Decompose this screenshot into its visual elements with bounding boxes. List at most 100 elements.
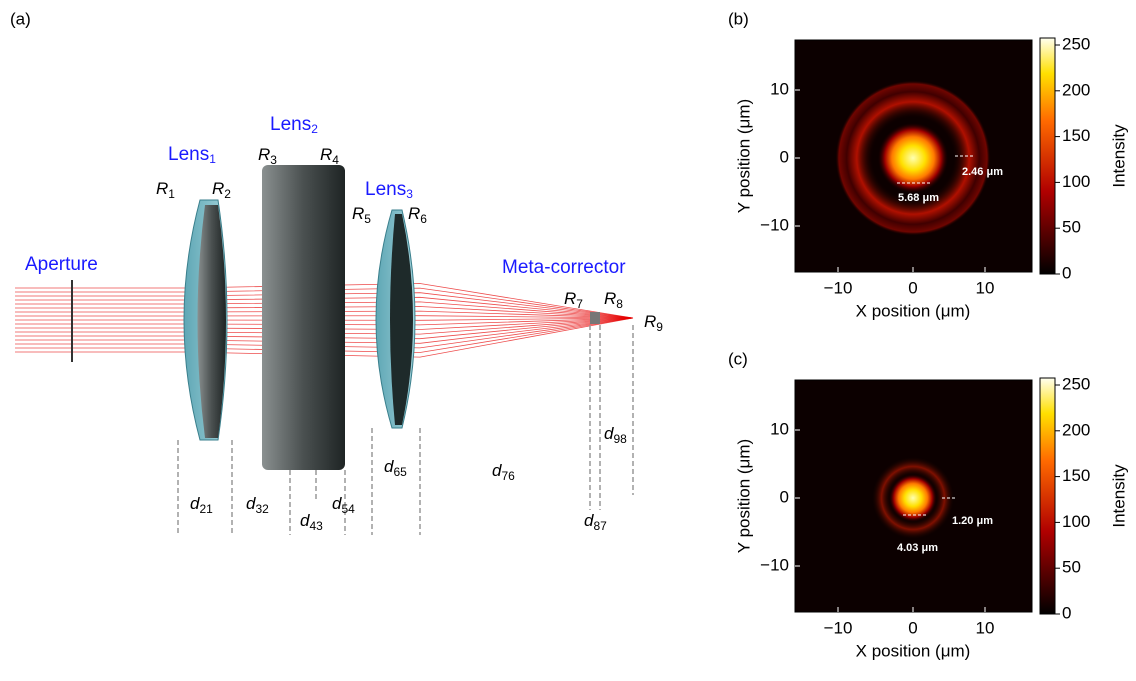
aperture-label: Aperture (25, 254, 98, 275)
symbol-subscript: 3 (270, 153, 277, 167)
symbol-base: R (352, 204, 364, 223)
symbol-label: d87 (584, 511, 607, 533)
symbol-label: Lens1 (168, 144, 216, 166)
colorbar-label: Intensity (1109, 124, 1128, 188)
symbol-subscript: 32 (255, 502, 269, 516)
symbol-base: R (644, 312, 656, 331)
symbol-base: R (156, 179, 168, 198)
symbol-subscript: 65 (393, 465, 407, 479)
meta-corrector (590, 312, 600, 324)
symbol-label: d43 (300, 511, 323, 533)
x-tick-label: 10 (976, 278, 995, 297)
symbol-subscript: 8 (616, 297, 623, 311)
symbol-base: Lens (365, 179, 406, 200)
x-tick-label: −10 (824, 618, 853, 637)
colorbar-tick-label: 250 (1062, 374, 1090, 393)
colorbar-tick-label: 100 (1062, 512, 1090, 531)
y-axis-label: Y position (μm) (734, 439, 753, 553)
symbol-subscript: 21 (199, 502, 213, 516)
x-axis-label: X position (μm) (856, 301, 971, 320)
symbol-base: R (564, 289, 576, 308)
symbol-subscript: 1 (209, 152, 216, 166)
symbol-label: d98 (604, 424, 627, 446)
symbol-base: R (212, 179, 224, 198)
colorbar-tick-label: 50 (1062, 218, 1081, 237)
colorbar-tick-label: 200 (1062, 420, 1090, 439)
y-tick-label: 0 (780, 147, 789, 166)
symbol-subscript: 6 (420, 212, 427, 226)
symbol-subscript: 87 (593, 519, 607, 533)
symbol-base: R (258, 145, 270, 164)
symbol-label: R3 (258, 145, 277, 167)
x-tick-label: 0 (908, 618, 917, 637)
symbol-subscript: 98 (613, 432, 627, 446)
x-axis-label: X position (μm) (856, 641, 971, 660)
symbol-label: R6 (408, 204, 427, 226)
colorbar-tick-label: 250 (1062, 34, 1090, 53)
symbol-label: d32 (246, 494, 269, 516)
symbol-base: R (320, 145, 332, 164)
annotation: 2.46 μm (962, 166, 1003, 178)
panel-label: (c) (728, 349, 748, 368)
colorbar-tick-label: 50 (1062, 558, 1081, 577)
y-tick-label: 10 (770, 419, 789, 438)
y-axis-label: Y position (μm) (734, 99, 753, 213)
symbol-base: Lens (168, 144, 209, 165)
y-tick-label: −10 (760, 215, 789, 234)
symbol-base: R (408, 204, 420, 223)
symbol-label: R4 (320, 145, 339, 167)
x-tick-label: −10 (824, 278, 853, 297)
colorbar (1040, 378, 1055, 614)
symbol-subscript: 5 (364, 212, 371, 226)
colorbar-tick-label: 150 (1062, 466, 1090, 485)
symbol-subscript: 7 (576, 297, 583, 311)
symbol-subscript: 3 (406, 187, 413, 201)
symbol-subscript: 1 (168, 187, 175, 201)
annotation: 4.03 μm (897, 542, 938, 554)
colorbar-tick-label: 150 (1062, 126, 1090, 145)
annotation: 5.68 μm (898, 192, 939, 204)
colorbar (1040, 38, 1055, 274)
y-tick-label: 10 (770, 79, 789, 98)
symbol-base: R (604, 289, 616, 308)
symbol-label: R2 (212, 179, 231, 201)
symbol-base: Lens (270, 114, 311, 135)
x-tick-label: 0 (908, 278, 917, 297)
symbol-label: R7 (564, 289, 583, 311)
symbol-subscript: 43 (309, 519, 323, 533)
colorbar-tick-label: 200 (1062, 80, 1090, 99)
symbol-label: d54 (332, 494, 355, 516)
colorbar-tick-label: 0 (1062, 263, 1071, 282)
symbol-subscript: 2 (311, 122, 318, 136)
optical-diagram: (a) Aperture Meta-corrector Lens1Lens2Le… (10, 9, 663, 535)
symbol-label: d76 (492, 461, 515, 483)
symbol-label: R8 (604, 289, 623, 311)
symbol-subscript: 2 (224, 187, 231, 201)
colorbar-label: Intensity (1109, 464, 1128, 528)
symbol-subscript: 9 (656, 320, 663, 334)
symbol-subscript: 54 (341, 502, 355, 516)
figure: (a) Aperture Meta-corrector Lens1Lens2Le… (0, 0, 1136, 676)
symbol-label: d21 (190, 494, 213, 516)
symbol-label: Lens3 (365, 179, 413, 201)
symbol-label: Lens2 (270, 114, 318, 136)
colorbar-tick-label: 0 (1062, 603, 1071, 622)
symbol-subscript: 76 (501, 469, 515, 483)
symbol-label: R1 (156, 179, 175, 201)
panel-label: (a) (10, 9, 31, 28)
y-tick-label: −10 (760, 555, 789, 574)
meta-label: Meta-corrector (502, 257, 626, 278)
panel-label: (b) (728, 9, 749, 28)
annotation: 1.20 μm (952, 515, 993, 527)
symbol-label: R9 (644, 312, 663, 334)
colorbar-tick-label: 100 (1062, 172, 1090, 191)
symbol-label: d65 (384, 457, 407, 479)
symbol-subscript: 4 (332, 153, 339, 167)
symbol-label: R5 (352, 204, 371, 226)
lens2 (262, 165, 345, 470)
lens1-body (198, 205, 227, 438)
x-tick-label: 10 (976, 618, 995, 637)
